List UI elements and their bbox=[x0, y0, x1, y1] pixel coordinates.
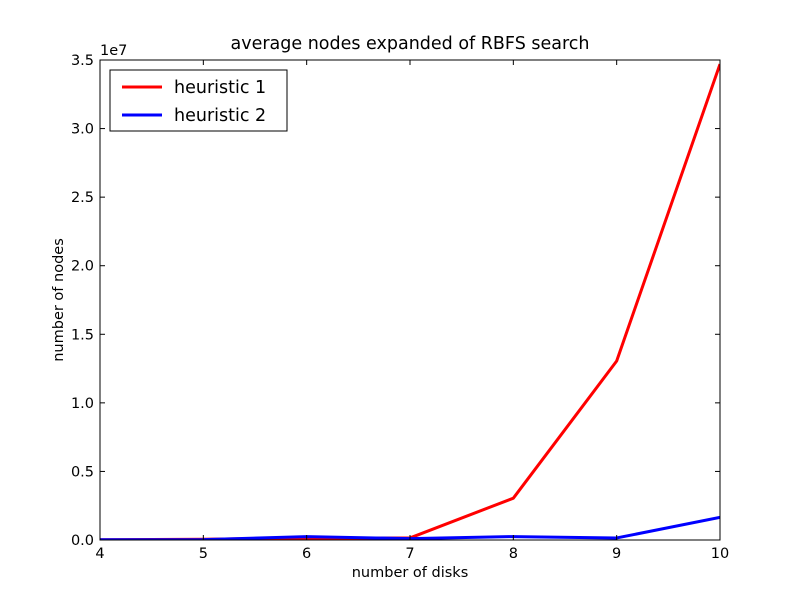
y-tick-label: 3.0 bbox=[71, 122, 94, 138]
x-tick-label: 4 bbox=[95, 546, 104, 562]
y-tick-label: 0.0 bbox=[71, 533, 94, 549]
x-tick-label: 6 bbox=[302, 546, 311, 562]
y-tick-label: 0.5 bbox=[71, 464, 94, 480]
y-tick-label: 3.5 bbox=[71, 53, 94, 69]
x-tick-label: 9 bbox=[612, 546, 621, 562]
x-tick-label: 5 bbox=[199, 546, 208, 562]
x-tick-label: 10 bbox=[711, 546, 729, 562]
y-tick-label: 1.0 bbox=[71, 396, 94, 412]
x-tick-label: 8 bbox=[509, 546, 518, 562]
legend-label-2: heuristic 2 bbox=[174, 106, 266, 126]
y-offset-label: 1e7 bbox=[100, 43, 127, 59]
y-tick-label: 1.5 bbox=[71, 327, 94, 343]
x-tick-label: 7 bbox=[405, 546, 414, 562]
plot-area: 4 5 6 7 8 9 10 0.0 0.5 1.0 1.5 2.0 2.5 3.0 3.5 heuristi… bbox=[71, 53, 729, 562]
chart-title: average nodes expanded of RBFS search bbox=[231, 34, 590, 54]
y-tick-label: 2.5 bbox=[71, 190, 94, 206]
y-axis-label: number of nodes bbox=[51, 238, 67, 362]
legend-box bbox=[109, 69, 288, 132]
x-axis-label: number of disks bbox=[352, 565, 469, 581]
y-tick-label: 2.0 bbox=[71, 259, 94, 275]
legend-label-1: heuristic 1 bbox=[174, 78, 266, 98]
